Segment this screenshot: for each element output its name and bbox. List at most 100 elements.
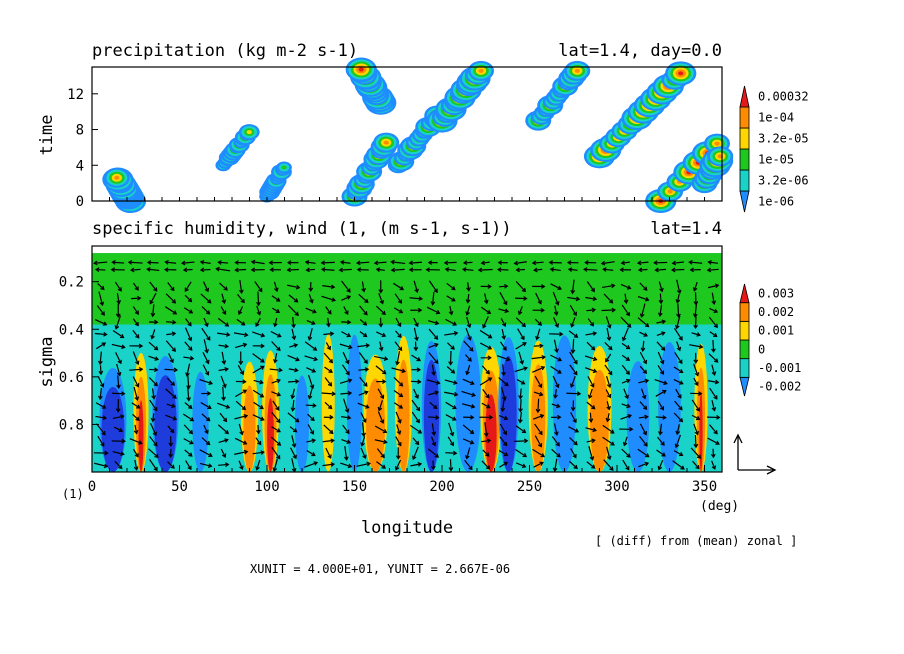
- wind-arrow-shaft: [515, 448, 527, 457]
- wind-arrow-head: [627, 323, 632, 328]
- wind-arrow-shaft: [533, 391, 543, 396]
- wind-arrow-head: [539, 343, 544, 349]
- wind-arrow-head: [643, 286, 648, 291]
- wind-arrow-head: [537, 300, 542, 305]
- wind-arrow-head: [394, 466, 400, 471]
- wind-arrow-head: [205, 371, 210, 376]
- wind-arrow-head: [255, 466, 260, 471]
- wind-arrow-head: [242, 379, 247, 385]
- wind-arrow-shaft: [637, 261, 649, 264]
- wind-arrow-shaft: [535, 292, 542, 304]
- wind-arrow-head: [239, 430, 244, 436]
- wind-arrow-shaft: [378, 400, 383, 411]
- wind-arrow-head: [713, 395, 718, 400]
- wind-arrow-shaft: [201, 327, 211, 341]
- wind-arrow-head: [154, 356, 160, 361]
- wind-arrow-shaft: [239, 279, 243, 294]
- wind-arrow-head: [675, 299, 681, 304]
- wind-arrow-shaft: [639, 282, 648, 291]
- wind-arrow-head: [462, 260, 468, 266]
- colorbar-label: 1e-04: [758, 111, 794, 125]
- wind-arrow-shaft: [552, 291, 559, 305]
- wind-arrow-shaft: [533, 461, 544, 468]
- wind-arrow-head: [642, 431, 647, 436]
- wind-arrow-head: [397, 333, 402, 338]
- wind-arrow-shaft: [657, 400, 664, 410]
- wind-arrow-head: [171, 319, 177, 325]
- wind-arrow-head: [513, 260, 519, 266]
- wind-arrow-shaft: [235, 268, 247, 271]
- wind-arrow-head: [225, 332, 231, 337]
- wind-arrow-shaft: [394, 341, 403, 351]
- wind-arrow-head: [679, 380, 684, 385]
- wind-arrow-head: [636, 260, 642, 266]
- wind-arrow-head: [713, 308, 719, 314]
- wind-arrow-shaft: [217, 332, 230, 336]
- wind-arrow-head: [502, 396, 507, 402]
- wind-arrow-shaft: [132, 282, 139, 291]
- wind-arrow-head: [518, 408, 523, 413]
- wind-arrow-shaft: [532, 261, 544, 264]
- wind-arrow-head: [275, 308, 281, 313]
- wind-arrow-head: [345, 359, 350, 365]
- wind-arrow-shaft: [376, 331, 386, 337]
- wind-arrow-head: [483, 299, 489, 305]
- wind-arrow-head: [153, 442, 158, 447]
- wind-arrow-head: [117, 359, 122, 365]
- wind-arrow-shaft: [601, 284, 615, 289]
- wind-arrow-shaft: [446, 295, 456, 302]
- wind-arrow-shaft: [499, 436, 508, 446]
- wind-arrow-shaft: [96, 342, 106, 350]
- humidity-x-tick-label: 150: [342, 479, 367, 495]
- humidity-y-tick-label: 0.8: [59, 417, 84, 433]
- colorbar-label: 1e-06: [758, 195, 794, 209]
- wind-arrow-shaft: [374, 439, 387, 443]
- wind-arrow-shaft: [498, 308, 509, 313]
- wind-arrow-shaft: [640, 303, 646, 318]
- wind-arrow-shaft: [484, 422, 488, 437]
- wind-arrow-head: [153, 382, 158, 387]
- wind-arrow-shaft: [712, 340, 715, 352]
- wind-arrow-shaft: [515, 317, 526, 327]
- wind-arrow-shaft: [673, 378, 683, 385]
- wind-arrow-shaft: [432, 292, 435, 305]
- wind-arrow-shaft: [428, 328, 438, 340]
- wind-arrow-head: [644, 461, 650, 467]
- wind-arrow-head: [292, 428, 298, 433]
- wind-arrow-head: [362, 454, 367, 460]
- wind-arrow-head: [661, 452, 666, 457]
- wind-arrow-head: [574, 428, 580, 433]
- colorbar-label: 0.001: [758, 324, 794, 338]
- wind-arrow-shaft: [218, 261, 229, 264]
- wind-arrow-shaft: [221, 293, 226, 304]
- wind-arrow-shaft: [95, 402, 106, 409]
- wind-arrow-head: [129, 267, 135, 273]
- wind-arrow-head: [276, 297, 281, 302]
- precip-title: precipitation (kg m-2 s-1): [92, 41, 358, 61]
- wind-arrow-shaft: [252, 389, 264, 398]
- wind-arrow-shaft: [182, 261, 195, 264]
- wind-arrow-head: [637, 267, 643, 273]
- wind-arrow-shaft: [148, 341, 158, 351]
- wind-arrow-shaft: [639, 423, 647, 435]
- wind-arrow-head: [465, 454, 470, 460]
- wind-arrow-shaft: [374, 355, 388, 360]
- wind-arrow-shaft: [251, 261, 265, 265]
- wind-arrow-shaft: [620, 316, 632, 328]
- wind-arrow-head: [501, 322, 507, 327]
- wind-arrow-head: [118, 464, 123, 470]
- wind-arrow-head: [435, 309, 441, 315]
- wind-arrow-shaft: [164, 368, 178, 371]
- wind-arrow-head: [398, 309, 404, 314]
- wind-arrow-head: [361, 432, 367, 438]
- wind-arrow-head: [199, 267, 205, 273]
- precip-cell: [246, 130, 252, 135]
- humidity-x-tick-label: 100: [254, 479, 279, 495]
- wind-arrow-head: [433, 404, 438, 410]
- precip-cell: [678, 71, 684, 76]
- wind-arrow-head: [607, 393, 612, 399]
- wind-arrow-head: [345, 371, 350, 376]
- wind-arrow-shaft: [605, 389, 611, 398]
- wind-arrow-head: [242, 440, 248, 445]
- wind-arrow-head: [610, 441, 615, 446]
